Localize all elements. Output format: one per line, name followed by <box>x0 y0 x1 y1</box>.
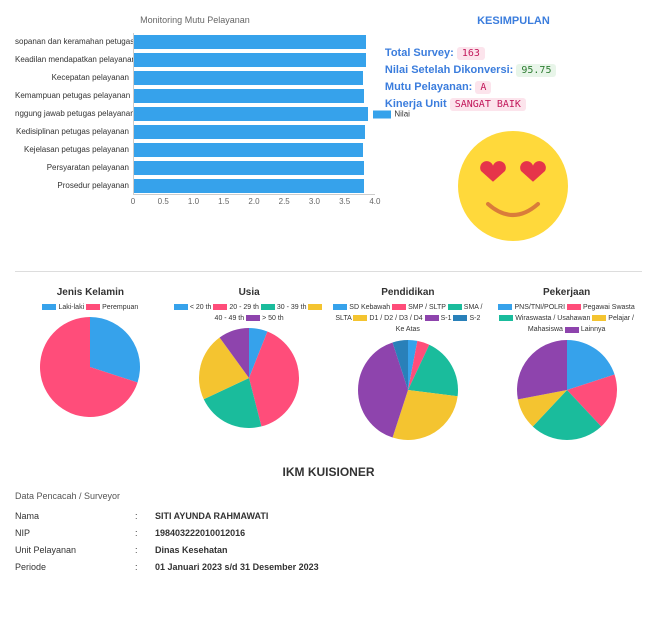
divider <box>15 271 642 272</box>
bar <box>134 71 363 85</box>
pie-legend: PNS/TNI/POLRI Pegawai Swasta Wiraswasta … <box>491 302 642 336</box>
pie-legend: Laki-laki Perempuan <box>15 302 166 313</box>
summary-label: Kinerja Unit <box>385 98 450 110</box>
bar-tick: 1.0 <box>188 197 199 206</box>
summary-label: Total Survey: <box>385 47 457 59</box>
bar-tick: 0.5 <box>158 197 169 206</box>
pie-title: Jenis Kelamin <box>15 287 166 298</box>
bar-category-label: Kemampuan petugas pelayanan <box>15 87 133 105</box>
info-value: Dinas Kesehatan <box>155 545 228 555</box>
pie-chart: Pekerjaan PNS/TNI/POLRI Pegawai Swasta Wi… <box>491 287 642 440</box>
ikm-heading: IKM KUISIONER <box>15 465 642 479</box>
info-label: NIP <box>15 528 135 538</box>
bar-category-label: Prosedur pelayanan <box>15 177 133 195</box>
pie-chart: Usia < 20 th 20 - 29 th 30 - 39 th 40 - 4… <box>174 287 325 440</box>
bar <box>134 35 366 49</box>
info-value: SITI AYUNDA RAHMAWATI <box>155 511 268 521</box>
info-value: 01 Januari 2023 s/d 31 Desember 2023 <box>155 562 319 572</box>
emoji-face-icon <box>453 126 573 246</box>
bar-tick: 2.0 <box>248 197 259 206</box>
pie-title: Pekerjaan <box>491 287 642 298</box>
info-row: NIP:198403222010012016 <box>15 528 642 538</box>
bar-legend: Nilai <box>373 110 410 119</box>
info-label: Unit Pelayanan <box>15 545 135 555</box>
bar <box>134 53 366 67</box>
bar <box>134 143 363 157</box>
bar-tick: 0 <box>131 197 135 206</box>
bar-category-label: Persyaratan pelayanan <box>15 159 133 177</box>
summary-badge: 95.75 <box>516 64 556 77</box>
summary-line: Nilai Setelah Dikonversi: 95.75 <box>385 64 642 77</box>
bar-category-label: Keadilan mendapatkan pelayanan <box>15 51 133 69</box>
bar <box>134 125 365 139</box>
summary-line: Mutu Pelayanan: A <box>385 81 642 94</box>
summary-label: Mutu Pelayanan: <box>385 81 475 93</box>
summary-line: Total Survey: 163 <box>385 47 642 60</box>
pie-chart: Pendidikan SD Kebawah SMP / SLTP SMA / SL… <box>333 287 484 440</box>
bar-tick: 3.5 <box>339 197 350 206</box>
info-label: Periode <box>15 562 135 572</box>
bar-category-label: Kedisiplinan petugas pelayanan <box>15 123 133 141</box>
bar <box>134 89 364 103</box>
bar-chart: Monitoring Mutu Pelayanan sopanan dan ke… <box>15 15 375 246</box>
pie-svg <box>517 340 617 440</box>
bar-tick: 2.5 <box>279 197 290 206</box>
pie-legend: SD Kebawah SMP / SLTP SMA / SLTA D1 / D2… <box>333 302 484 336</box>
info-row: Unit Pelayanan:Dinas Kesehatan <box>15 545 642 555</box>
pie-svg <box>358 340 458 440</box>
bar-tick: 3.0 <box>309 197 320 206</box>
bar-tick: 4.0 <box>369 197 380 206</box>
summary-badge: A <box>475 81 491 94</box>
summary-line: Kinerja Unit SANGAT BAIK <box>385 98 642 111</box>
bar-category-label: sopanan dan keramahan petugas <box>15 33 133 51</box>
pie-title: Pendidikan <box>333 287 484 298</box>
bar <box>134 179 364 193</box>
bar-category-label: nggung jawab petugas pelayanan <box>15 105 133 123</box>
info-row: Periode:01 Januari 2023 s/d 31 Desember … <box>15 562 642 572</box>
bar-category-label: Kejelasan petugas pelayanan <box>15 141 133 159</box>
pie-legend: < 20 th 20 - 29 th 30 - 39 th 40 - 49 th… <box>174 302 325 324</box>
pie-svg <box>199 328 299 428</box>
pie-title: Usia <box>174 287 325 298</box>
surveyor-label: Data Pencacah / Surveyor <box>15 491 642 501</box>
info-label: Nama <box>15 511 135 521</box>
bar-chart-title: Monitoring Mutu Pelayanan <box>15 15 375 25</box>
bar <box>134 161 364 175</box>
kesimpulan-panel: KESIMPULAN Total Survey: 163 Nilai Setela… <box>385 15 642 246</box>
pie-chart: Jenis Kelamin Laki-laki Perempuan <box>15 287 166 440</box>
bar <box>134 107 368 121</box>
summary-badge: SANGAT BAIK <box>450 98 526 111</box>
pie-svg <box>40 317 140 417</box>
bar-tick: 1.5 <box>218 197 229 206</box>
kesimpulan-heading: KESIMPULAN <box>385 15 642 27</box>
summary-label: Nilai Setelah Dikonversi: <box>385 64 516 76</box>
info-row: Nama:SITI AYUNDA RAHMAWATI <box>15 511 642 521</box>
bar-category-label: Kecepatan pelayanan <box>15 69 133 87</box>
info-value: 198403222010012016 <box>155 528 245 538</box>
bar-legend-label: Nilai <box>394 110 410 119</box>
summary-badge: 163 <box>457 47 485 60</box>
